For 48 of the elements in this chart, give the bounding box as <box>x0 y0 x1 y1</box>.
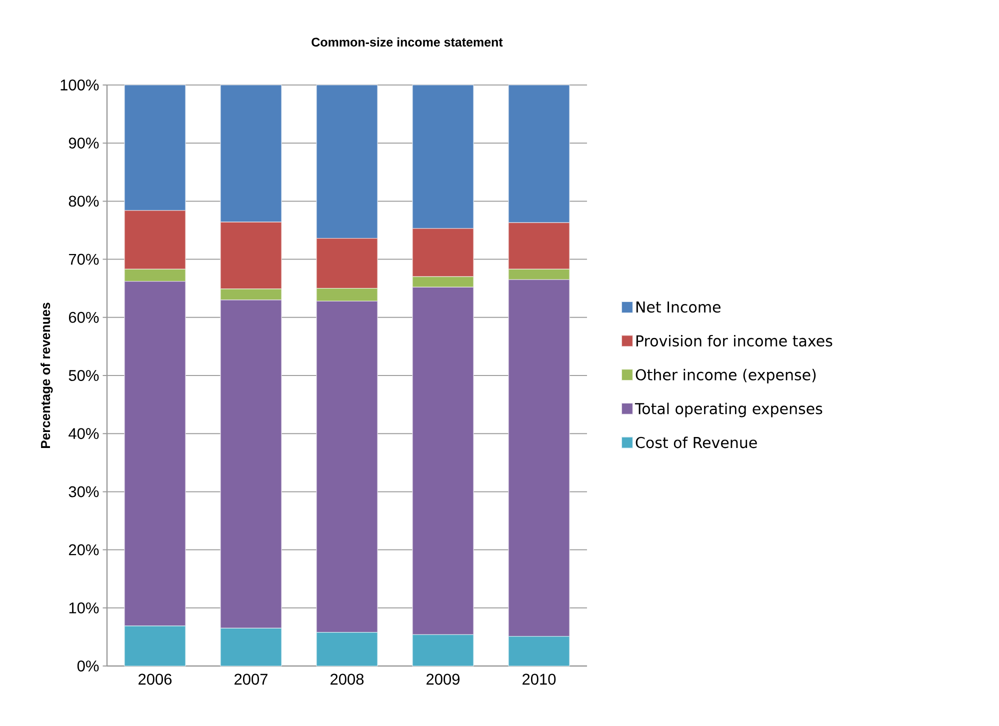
bar <box>220 288 282 300</box>
bar <box>316 300 378 633</box>
y-tick-label: 60% <box>68 312 99 323</box>
y-axis-title: Percentage of revenues <box>40 302 53 448</box>
bar <box>124 210 186 270</box>
bar <box>316 632 378 666</box>
y-tick-label: 20% <box>68 544 99 556</box>
bar <box>412 276 474 288</box>
y-tick-label: 80% <box>68 196 99 207</box>
bar <box>124 626 186 666</box>
legend-label: Cost of Revenue <box>636 436 757 448</box>
legend-label: Net Income <box>636 302 720 313</box>
bar <box>508 84 570 223</box>
legend-label: Other income (expense) <box>636 368 816 384</box>
bar <box>508 268 570 280</box>
chart-title: Common-size income statement <box>312 37 503 47</box>
bar <box>220 84 282 222</box>
bar <box>412 228 474 278</box>
x-tick-label: 2009 <box>426 674 460 685</box>
bar <box>316 238 378 289</box>
x-tick-label: 2008 <box>330 674 364 685</box>
bar <box>316 288 378 302</box>
y-tick-label: 100% <box>60 80 99 90</box>
x-tick-label: 2006 <box>138 674 172 685</box>
y-tick-label: 90% <box>68 138 99 149</box>
bar <box>220 222 282 290</box>
bar <box>508 222 570 270</box>
legend-label: Total operating expenses <box>634 402 822 418</box>
bar <box>412 634 474 666</box>
bar <box>508 636 570 666</box>
bar <box>220 628 282 666</box>
bar <box>220 300 282 629</box>
y-tick-label: 0% <box>77 660 99 672</box>
x-tick-label: 2007 <box>234 674 268 685</box>
legend-label: Provision for income taxes <box>636 334 832 347</box>
bar <box>412 84 474 229</box>
bar <box>124 281 186 626</box>
bar <box>316 84 378 239</box>
y-tick-label: 10% <box>69 602 99 614</box>
bar <box>412 286 474 635</box>
y-tick-label: 40% <box>68 428 99 440</box>
y-tick-label: 70% <box>69 254 99 265</box>
x-tick-label: 2010 <box>522 674 556 685</box>
y-tick-label: 50% <box>68 370 99 381</box>
bar <box>508 279 570 637</box>
bar <box>124 84 186 211</box>
bar <box>124 268 186 282</box>
y-tick-label: 30% <box>68 486 99 498</box>
